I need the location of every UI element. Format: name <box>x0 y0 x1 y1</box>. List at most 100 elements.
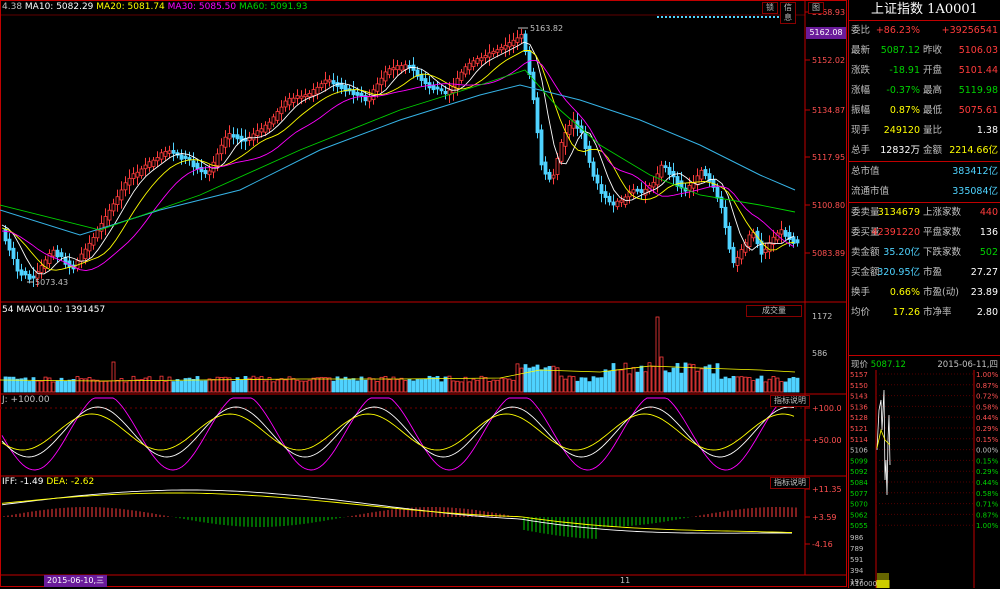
volume-bar <box>475 379 480 393</box>
volume-bar <box>743 376 748 393</box>
macd-help-button[interactable]: 指标说明 <box>770 477 810 489</box>
candle-body <box>303 94 308 98</box>
ma-long-line <box>0 69 796 231</box>
signal-dot <box>733 16 735 18</box>
candle-body <box>375 83 380 92</box>
kdj-k-line <box>1 406 795 458</box>
order-label: 委卖量 <box>851 207 880 218</box>
quote-row: 涨跌 -18.91 开盘 5101.44 <box>849 61 1000 81</box>
legend-ma20: MA20: 5081.74 <box>96 2 165 12</box>
volume-bar <box>115 379 120 393</box>
order-value: 35.20亿 <box>883 247 920 258</box>
candle-body <box>795 239 800 244</box>
volume-bar <box>23 377 28 393</box>
volume-indicator-button[interactable]: 成交量 <box>746 305 802 317</box>
candle-body <box>663 165 668 169</box>
volume-bar <box>335 376 340 393</box>
order-value-2: 502 <box>979 247 998 258</box>
quote-value-2: +39256541 <box>941 25 998 36</box>
candle-body <box>743 242 748 253</box>
candle-body <box>15 259 20 272</box>
macd-tick-label: -4.16 <box>812 540 833 549</box>
price-tick-label: 5152.02 <box>812 56 845 65</box>
ma60-line <box>0 84 796 236</box>
candle-body <box>47 253 52 264</box>
candle-body <box>487 52 492 58</box>
quote-label: 振幅 <box>851 105 871 116</box>
volume-bar <box>591 376 596 393</box>
candle-body <box>491 50 496 55</box>
candle-body <box>267 121 272 130</box>
kdj-help-button[interactable]: 指标说明 <box>770 395 810 407</box>
main-chart-area[interactable]: 5168.93 5152.02 5134.87 5117.95 5100.80 5083.… <box>0 0 848 588</box>
volume-bar <box>619 369 624 393</box>
mini-pct-label: 0.58% <box>976 490 999 498</box>
macd-diff: IFF: -1.49 <box>2 477 44 487</box>
lock-button[interactable]: 锁 <box>762 2 778 14</box>
candle-body <box>595 174 600 184</box>
candle-body <box>699 169 704 180</box>
volume-bar <box>139 379 144 393</box>
candle-body <box>463 66 468 75</box>
mini-pct-label: 0.72% <box>976 393 999 401</box>
quote-value: 5087.12 <box>880 45 920 56</box>
intraday-mini-chart[interactable]: 现价 5087.12 2015-06-11,四 5157 1.00% 5150 0.8… <box>849 355 1000 589</box>
candle-body <box>23 270 28 276</box>
candle-body <box>583 132 588 150</box>
volume-bar <box>723 376 728 393</box>
signal-dot <box>677 16 679 18</box>
price-tick-label: 5134.87 <box>812 106 845 115</box>
order-label-2: 平盘家数 <box>923 227 962 238</box>
candle-body <box>207 170 212 176</box>
volume-bar <box>183 378 188 393</box>
candle-body <box>223 136 228 148</box>
chart-button[interactable]: 图 <box>808 2 824 14</box>
mini-pct-label: 0.71% <box>976 501 999 509</box>
mini-price-label: 5077 <box>850 490 868 498</box>
price-tick-label: 5083.89 <box>812 249 845 258</box>
signal-dot <box>777 16 779 18</box>
mini-now-label: 现价 <box>851 360 869 370</box>
candle-body <box>315 86 320 95</box>
signal-dot <box>705 16 707 18</box>
volume-bar <box>83 378 88 393</box>
signal-dot <box>765 16 767 18</box>
candle-body <box>679 180 684 189</box>
volume-bar <box>199 380 204 393</box>
quote-row: 现手 249120 量比 1.38 <box>849 121 1000 141</box>
volume-bar <box>471 378 476 393</box>
candle-body <box>151 159 156 167</box>
order-row: 均价 17.26 市净率 2.80 <box>849 303 1000 323</box>
volume-bar <box>531 366 536 393</box>
volume-bar <box>63 380 68 393</box>
macd-tick-label: +3.59 <box>812 513 837 522</box>
candle-body <box>499 46 504 51</box>
volume-bar <box>719 378 724 393</box>
mini-vol-label: 591 <box>850 556 863 564</box>
candle-body <box>55 249 60 258</box>
ma30-line <box>1 60 795 272</box>
kline-chart[interactable]: 5168.93 5152.02 5134.87 5117.95 5100.80 5083.… <box>0 0 848 588</box>
info-button[interactable]: 信息 <box>780 2 796 24</box>
candle-body <box>7 238 12 251</box>
mini-price-label: 5157 <box>850 371 868 379</box>
quote-label-2: 量比 <box>923 125 943 136</box>
candle-body <box>615 200 620 208</box>
candle-body <box>79 253 84 262</box>
price-tick-label: 5168.93 <box>812 8 845 17</box>
candle-body <box>123 182 128 191</box>
volume-bar <box>759 375 764 393</box>
candle-body <box>587 145 592 163</box>
volume-bar <box>3 376 8 393</box>
quote-label: 委比 <box>851 25 871 36</box>
candle-body <box>283 100 288 108</box>
order-label: 换手 <box>851 287 871 298</box>
candle-body <box>619 199 624 203</box>
candle-body <box>715 186 720 199</box>
order-value-2: 440 <box>979 207 998 218</box>
volume-bar <box>647 362 652 393</box>
candle-body <box>567 124 572 135</box>
candle-body <box>239 135 244 142</box>
quote-value: 0.87% <box>889 105 920 116</box>
volume-bar <box>439 381 444 393</box>
